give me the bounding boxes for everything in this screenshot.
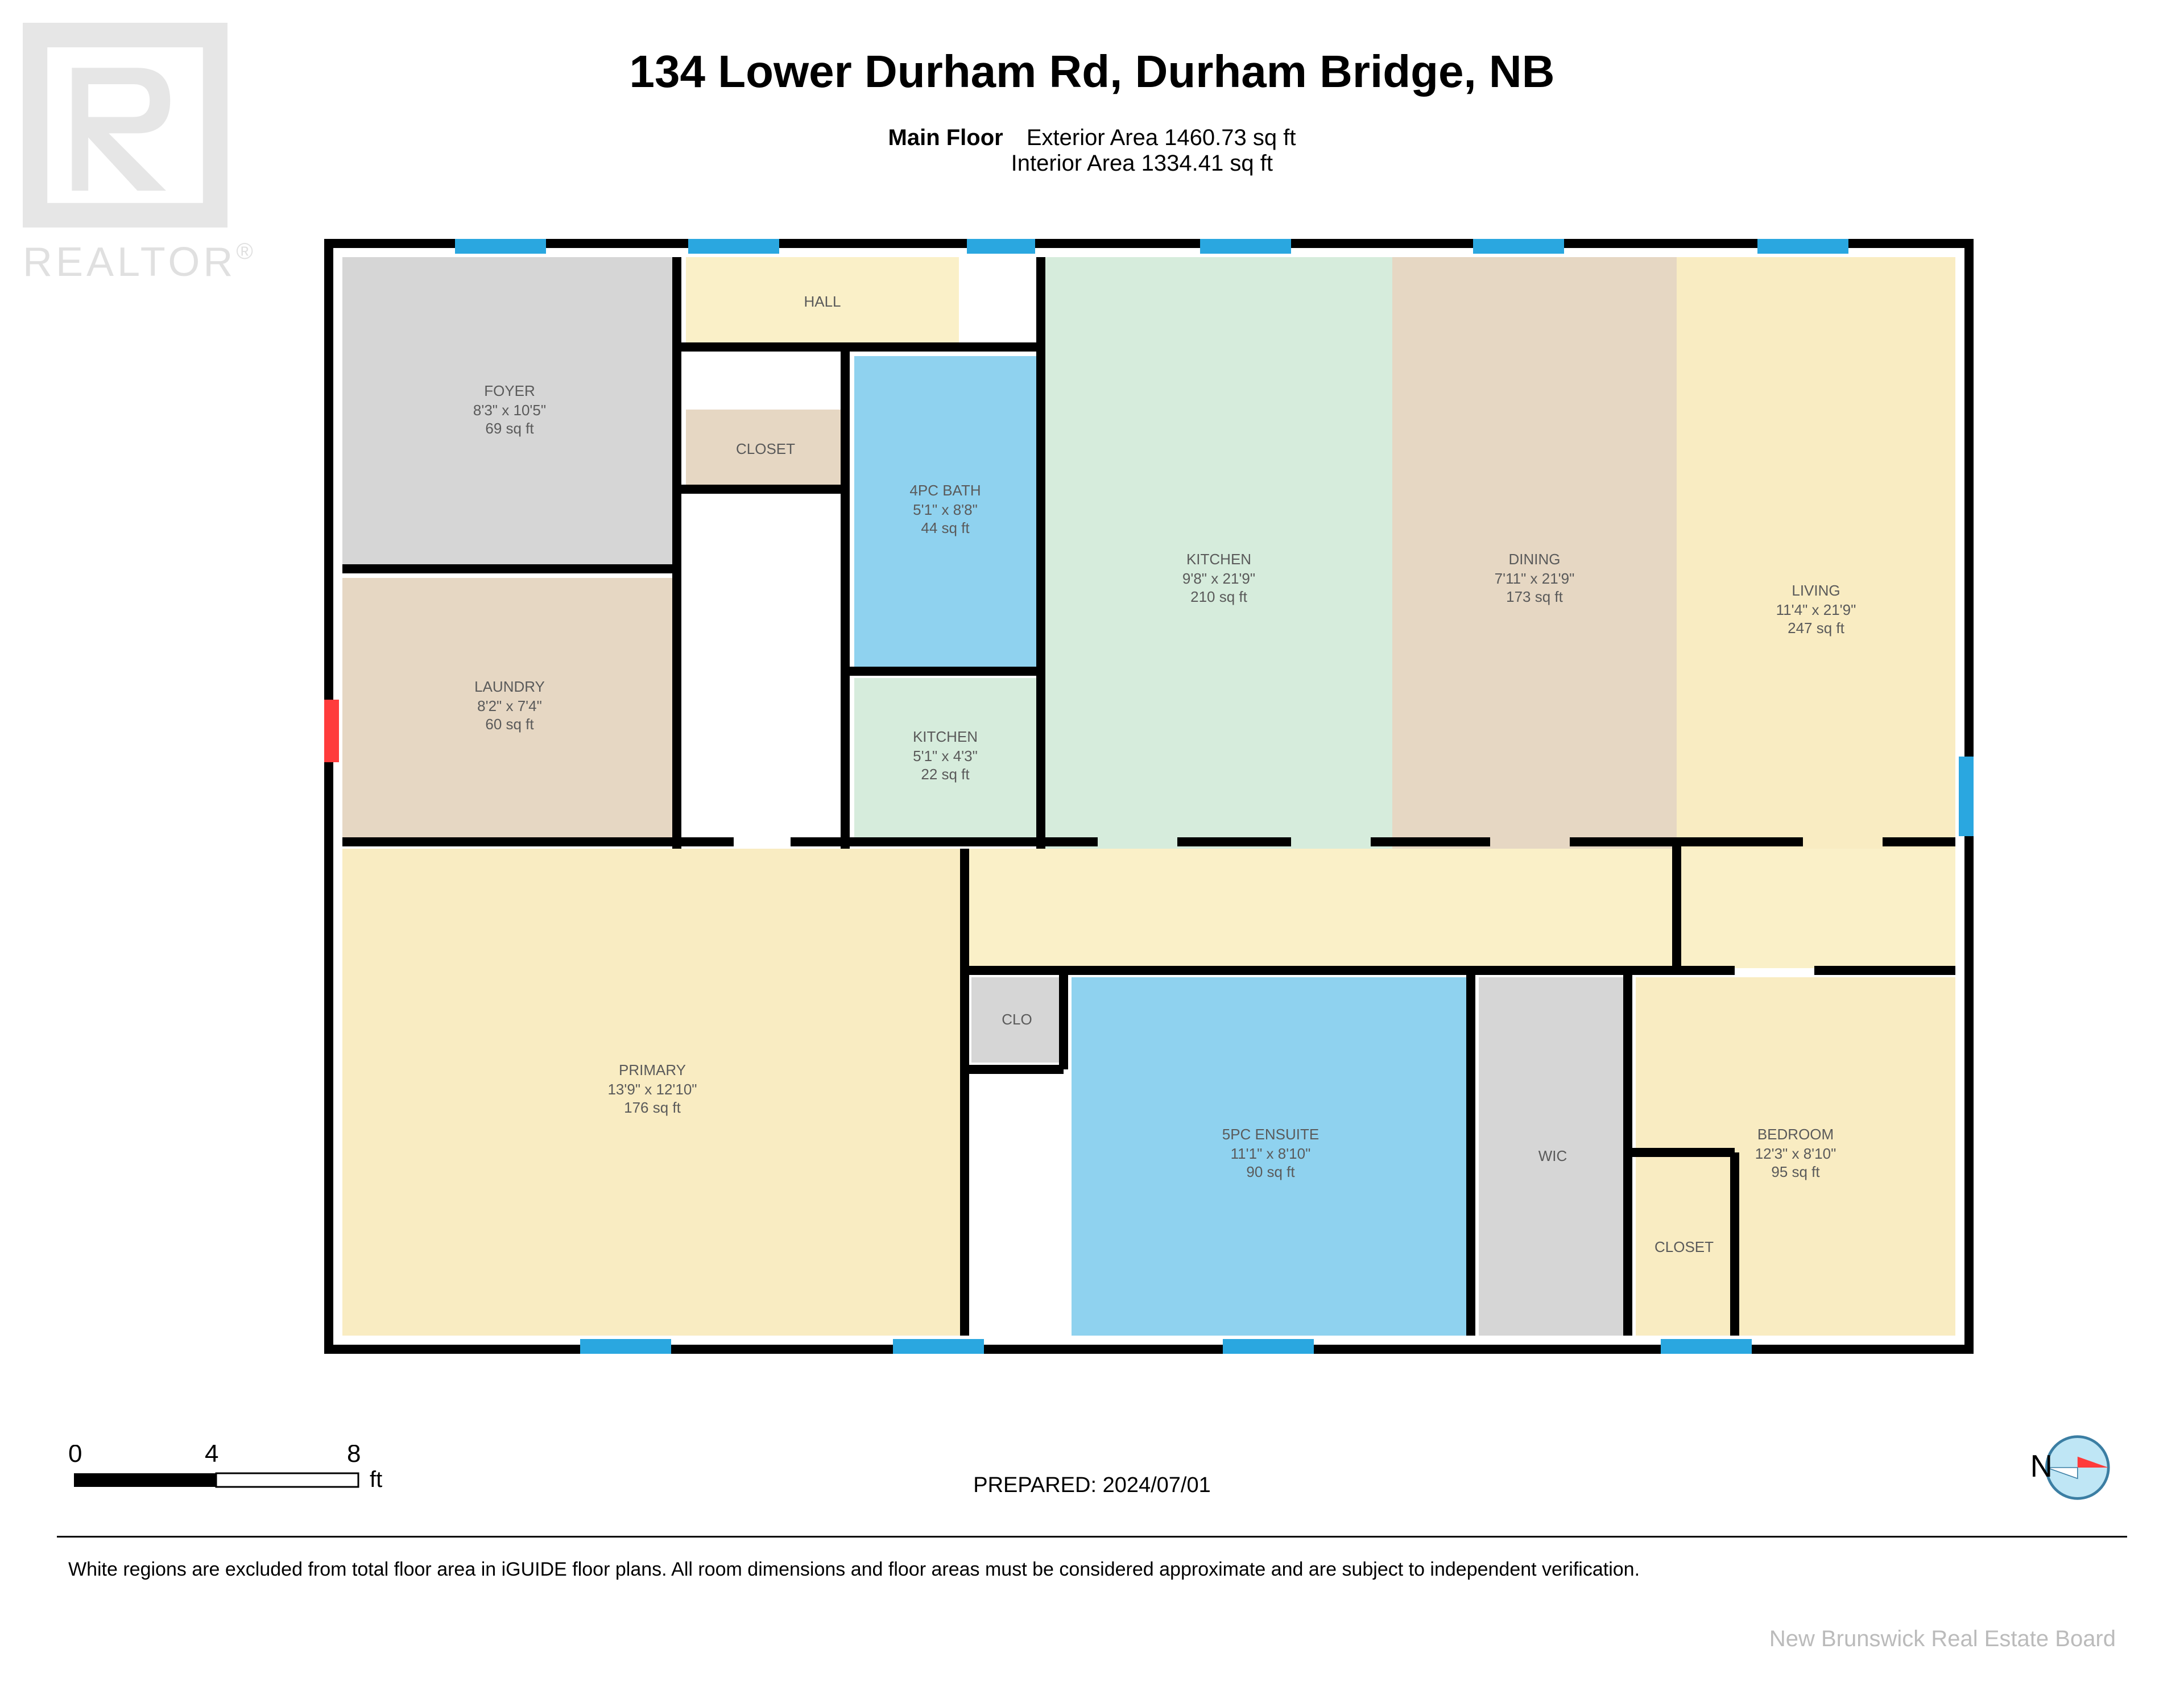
sqft-dining: 173 sq ft — [1506, 588, 1563, 605]
dim-ensuite: 11'1" x 8'10" — [1231, 1145, 1311, 1162]
window-6 — [1959, 757, 1974, 836]
window-11 — [324, 700, 339, 762]
realtor-reg: ® — [236, 239, 256, 264]
floor-plan-svg: FOYER 8'3" x 10'5"69 sq ft HALL CLOSET 4PC B… — [324, 239, 1974, 1354]
label-closet2: CLOSET — [1654, 1238, 1714, 1255]
sqft-ensuite: 90 sq ft — [1246, 1163, 1295, 1180]
label-wic: WIC — [1538, 1147, 1567, 1164]
realtor-text: REALTOR® — [23, 239, 257, 286]
window-1 — [688, 239, 779, 254]
scale-0: 0 — [68, 1445, 82, 1468]
scale-4: 4 — [205, 1445, 218, 1468]
label-dining: DINING — [1509, 551, 1561, 568]
label-bath: 4PC BATH — [909, 482, 981, 499]
label-bedroom: BEDROOM — [1757, 1126, 1834, 1143]
label-closet: CLOSET — [736, 440, 795, 457]
window-8 — [893, 1339, 984, 1354]
interior-area: Interior Area 1334.41 sq ft — [1011, 151, 1273, 176]
dim-living: 11'4" x 21'9" — [1776, 601, 1856, 618]
label-clo: CLO — [1002, 1011, 1032, 1028]
scale-8: 8 — [347, 1445, 361, 1468]
window-4 — [1473, 239, 1564, 254]
sqft-kitchen2: 22 sq ft — [921, 766, 970, 783]
sqft-living: 247 sq ft — [1788, 619, 1845, 637]
sqft-primary: 176 sq ft — [624, 1099, 681, 1116]
area-block: Main Floor Exterior Area 1460.73 sq ft I… — [888, 125, 1296, 176]
window-9 — [1223, 1339, 1314, 1354]
window-3 — [1200, 239, 1291, 254]
realtor-logo-icon — [23, 23, 228, 228]
window-2 — [967, 239, 1035, 254]
sqft-foyer: 69 sq ft — [485, 420, 534, 437]
sqft-bath: 44 sq ft — [921, 519, 970, 536]
label-ensuite: 5PC ENSUITE — [1222, 1126, 1320, 1143]
dim-bedroom: 12'3" x 8'10" — [1755, 1145, 1836, 1162]
sqft-bedroom: 95 sq ft — [1771, 1163, 1820, 1180]
footer-divider — [57, 1536, 2127, 1538]
floor-plan: FOYER 8'3" x 10'5"69 sq ft HALL CLOSET 4PC B… — [324, 239, 1974, 1354]
floor-label: Main Floor — [888, 125, 1003, 151]
disclaimer-text: White regions are excluded from total fl… — [68, 1559, 1640, 1581]
compass: N — [2025, 1422, 2116, 1516]
dim-kitchen: 9'8" x 21'9" — [1182, 570, 1255, 587]
prepared-date: PREPARED: 2024/07/01 — [0, 1473, 2184, 1498]
realtor-text-label: REALTOR — [23, 239, 236, 285]
window-7 — [580, 1339, 671, 1354]
label-primary: PRIMARY — [619, 1061, 686, 1078]
sqft-kitchen: 210 sq ft — [1190, 588, 1248, 605]
dim-foyer: 8'3" x 10'5" — [473, 402, 546, 419]
sqft-laundry: 60 sq ft — [485, 716, 534, 733]
label-living: LIVING — [1792, 582, 1840, 599]
label-kitchen2: KITCHEN — [913, 728, 978, 745]
label-laundry: LAUNDRY — [474, 678, 545, 695]
realtor-watermark: REALTOR® — [23, 23, 257, 286]
window-0 — [455, 239, 546, 254]
dim-primary: 13'9" x 12'10" — [607, 1081, 697, 1098]
compass-icon: N — [2025, 1422, 2116, 1513]
label-hall: HALL — [804, 293, 841, 310]
window-10 — [1661, 1339, 1752, 1354]
page-title: 134 Lower Durham Rd, Durham Bridge, NB — [0, 46, 2184, 98]
label-foyer: FOYER — [484, 382, 535, 399]
dim-laundry: 8'2" x 7'4" — [477, 697, 542, 714]
board-text: New Brunswick Real Estate Board — [1769, 1626, 2116, 1652]
compass-n: N — [2030, 1449, 2053, 1483]
dim-kitchen2: 5'1" x 4'3" — [913, 747, 978, 765]
window-5 — [1757, 239, 1848, 254]
label-kitchen: KITCHEN — [1186, 551, 1251, 568]
dim-bath: 5'1" x 8'8" — [913, 501, 978, 518]
dim-dining: 7'11" x 21'9" — [1495, 570, 1575, 587]
exterior-area: Exterior Area 1460.73 sq ft — [1027, 125, 1296, 150]
